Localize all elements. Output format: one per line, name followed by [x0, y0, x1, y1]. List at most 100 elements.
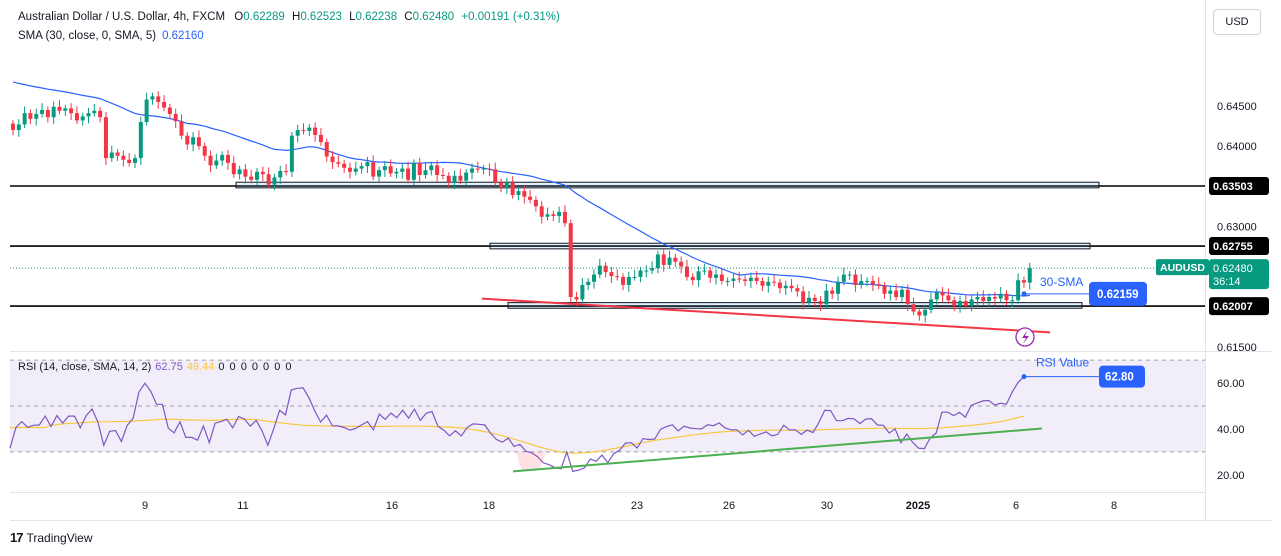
rsi-line	[9, 376, 1025, 473]
open-label: O	[234, 11, 244, 23]
rsi-ma-line	[10, 415, 1025, 454]
candle-body	[655, 254, 660, 269]
candle-body	[289, 135, 294, 172]
currency-button[interactable]: USD	[1213, 9, 1261, 35]
sma-value-badge	[1089, 281, 1147, 306]
candle-body	[533, 199, 538, 207]
candle-body	[836, 281, 841, 294]
rsi-legend[interactable]: RSI (14, close, SMA, 14, 2) 62.75 49.44 0 0…	[18, 361, 293, 373]
candle-body	[452, 175, 457, 183]
sma-legend[interactable]: SMA (30, close, 0, SMA, 5) 0.62160	[18, 30, 204, 42]
candle-body	[214, 160, 219, 166]
candle-body	[481, 168, 486, 170]
symbol-title[interactable]: Australian Dollar / U.S. Dollar, 4h, FXC…	[18, 11, 226, 23]
level-price-label: 0.63503	[1213, 181, 1253, 193]
rsi-annotation-text: RSI Value	[1036, 356, 1089, 370]
candle-body	[586, 281, 591, 285]
candle-body	[330, 156, 335, 163]
candle-body	[952, 300, 957, 306]
time-tick-label: 18	[483, 500, 495, 512]
sma-legend-label: SMA (30, close, 0, SMA, 5)	[18, 30, 157, 42]
rsi-value-badge-text: 62.80	[1105, 372, 1134, 384]
candle-body	[57, 106, 62, 111]
candle-body	[958, 301, 963, 306]
candle-body	[371, 162, 376, 177]
candle-body	[307, 127, 312, 131]
candles	[11, 91, 1032, 323]
candle-body	[679, 261, 684, 267]
candle-body	[667, 257, 672, 265]
candle-body	[301, 130, 306, 132]
symbol-tag-bg	[1156, 259, 1209, 276]
candle-body	[522, 191, 527, 197]
candle-body	[981, 297, 986, 302]
time-tick-label: 23	[631, 500, 643, 512]
candle-body	[557, 211, 562, 216]
candle-body	[74, 113, 79, 121]
low-value: 0.62238	[355, 11, 398, 23]
last-price-value: 0.62480	[1213, 263, 1253, 275]
candle-body	[156, 96, 161, 102]
candle-body	[208, 155, 213, 166]
candle-body	[458, 175, 463, 181]
candle-body	[987, 297, 992, 302]
close-label: C	[404, 11, 413, 23]
tradingview-logo-icon: 17	[10, 530, 24, 545]
candle-body	[365, 162, 370, 167]
tradingview-footer[interactable]: 17 TradingView	[10, 530, 93, 545]
candle-body	[626, 276, 631, 285]
candle-body	[795, 288, 800, 292]
candle-body	[400, 168, 405, 172]
candle-body	[638, 270, 643, 277]
time-tick-label: 8	[1111, 500, 1117, 512]
candle-body	[440, 175, 445, 176]
candle-body	[597, 265, 602, 275]
candle-body	[1027, 268, 1032, 283]
candle-body	[766, 281, 771, 286]
candle-body	[865, 280, 870, 282]
candle-body	[975, 297, 980, 300]
level-price-label: 0.62755	[1213, 241, 1253, 253]
sma-value-badge-text: 0.62159	[1097, 289, 1139, 301]
candle-body	[719, 274, 724, 281]
time-tick-label: 26	[723, 500, 735, 512]
rsi-tick-label: 20.00	[1217, 470, 1245, 482]
last-price-tag	[1209, 259, 1269, 290]
candle-body	[690, 276, 695, 281]
candle-body	[382, 166, 387, 171]
lightning-bolt-icon	[1022, 331, 1029, 344]
candle-body	[45, 109, 50, 118]
candle-body	[318, 134, 323, 143]
candle-body	[934, 292, 939, 300]
candle-body	[103, 117, 108, 159]
candle-body	[545, 214, 550, 217]
candle-body	[894, 290, 899, 298]
candle-body	[568, 223, 573, 298]
candle-body	[673, 257, 678, 262]
price-zone-box	[507, 302, 1083, 309]
candle-body	[748, 277, 753, 281]
low-label: L	[349, 11, 356, 23]
candle-body	[562, 211, 567, 224]
candle-body	[940, 292, 945, 296]
countdown-value: 36:14	[1213, 276, 1241, 288]
sma-legend-value: 0.62160	[162, 30, 204, 42]
rsi-legend-zeros: 0 0 0 0 0 0 0	[218, 361, 293, 373]
candle-body	[196, 137, 201, 147]
candle-body	[295, 130, 300, 136]
level-price-tag	[1209, 237, 1269, 256]
candle-body	[423, 170, 428, 175]
rsi-oversold-fill	[516, 451, 546, 472]
time-tick-label: 16	[386, 500, 398, 512]
candle-body	[16, 124, 21, 131]
price-tick-label: 0.61500	[1217, 342, 1257, 354]
candle-body	[539, 206, 544, 217]
candle-body	[185, 135, 190, 145]
candle-body	[469, 168, 474, 173]
candle-body	[144, 99, 149, 123]
candle-body	[580, 284, 585, 300]
candle-body	[743, 279, 748, 281]
candle-body	[731, 278, 736, 281]
candle-body	[150, 96, 155, 100]
candle-body	[69, 108, 74, 114]
